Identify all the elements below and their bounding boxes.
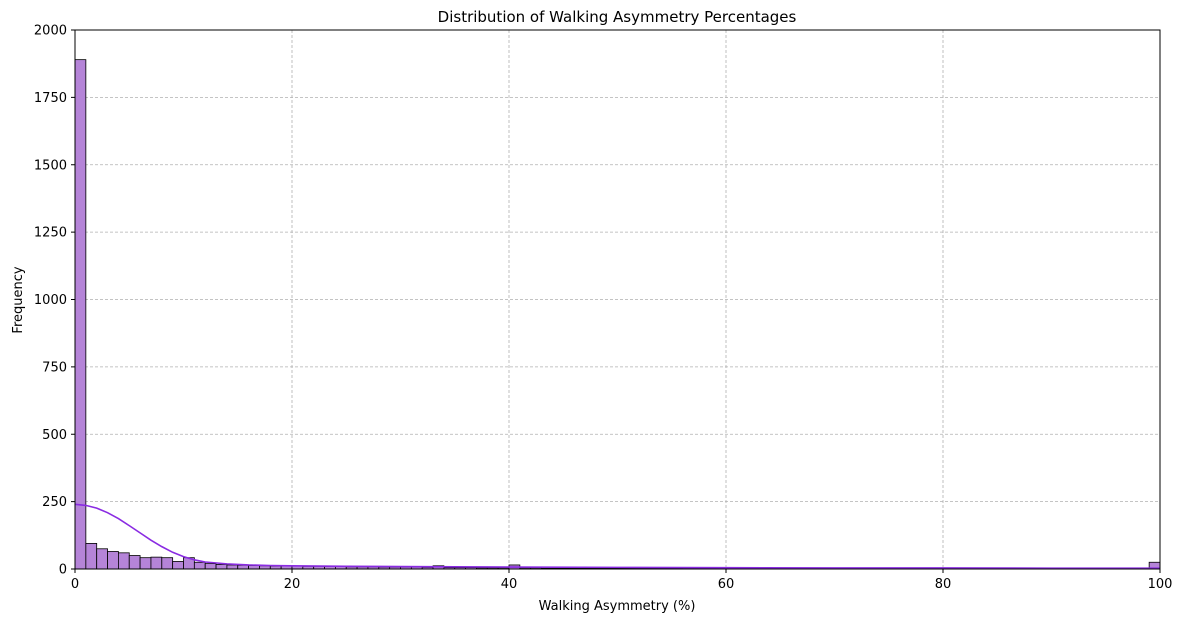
bar [150,556,163,570]
x-tick-label: 0 [71,577,79,592]
y-tick-label: 1250 [34,226,67,241]
bar [118,552,130,570]
x-tick-label: 100 [1148,577,1173,592]
bar [85,542,98,570]
x-axis-label: Walking Asymmetry (%) [539,599,696,614]
y-tick-label: 0 [59,563,67,578]
bar [204,563,217,570]
x-tick-label: 40 [501,577,518,592]
histogram-bars [74,59,1161,570]
grid-lines [75,30,1160,569]
x-axis-ticks: 0 20 40 60 80 100 [71,569,1173,592]
bar [172,561,184,570]
bar [107,551,119,570]
bar [128,555,141,570]
y-tick-label: 2000 [34,24,67,39]
y-tick-label: 1750 [34,91,67,106]
y-tick-label: 1000 [34,293,67,308]
x-tick-label: 60 [718,577,735,592]
bar [248,565,260,570]
bar [226,564,239,570]
y-axis-label: Frequency [11,266,26,333]
bar [74,59,87,570]
bar [161,557,174,570]
y-axis-ticks: 0 250 500 750 1000 1250 1500 1750 2000 [34,24,75,578]
x-tick-label: 20 [284,577,301,592]
bar [139,557,152,570]
bar [96,548,108,570]
bar [237,564,249,570]
kde-curve [74,503,1160,569]
y-tick-label: 500 [42,428,67,443]
bar [193,561,206,570]
y-tick-label: 250 [42,495,67,510]
y-tick-label: 750 [42,360,67,375]
x-tick-label: 80 [935,577,952,592]
bar [215,564,228,570]
chart-title: Distribution of Walking Asymmetry Percen… [438,8,797,26]
y-tick-label: 1500 [34,158,67,173]
